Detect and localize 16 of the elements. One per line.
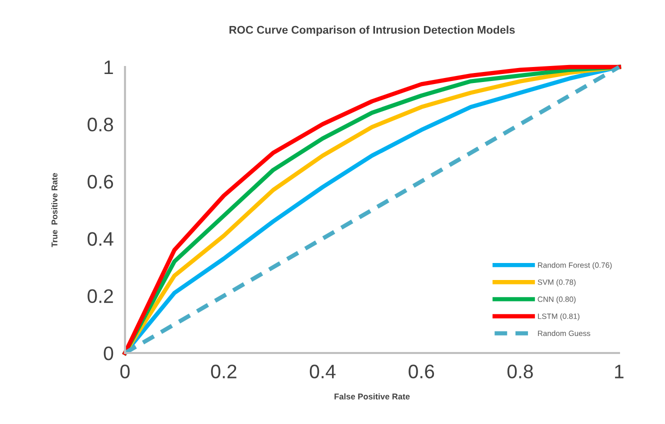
x-tick-label: 0.4 xyxy=(310,364,336,378)
x-tick-label: 0 xyxy=(120,364,130,378)
x-axis-title: False Positive Rate xyxy=(334,393,410,400)
x-tick-label: 0.2 xyxy=(211,364,236,378)
chart-title: ROC Curve Comparison of Intrusion Detection Models xyxy=(230,26,515,36)
line-series xyxy=(122,64,622,356)
y-tick-label: 0.4 xyxy=(88,232,114,246)
y-tick-label: 1 xyxy=(104,60,113,74)
y-tick-label: 0.2 xyxy=(88,289,113,304)
x-tick-label: 0.8 xyxy=(507,364,533,378)
x-tick-label: 1 xyxy=(615,364,624,378)
y-tick-label: 0 xyxy=(104,346,114,360)
y-tick-label: 0.8 xyxy=(88,118,114,132)
y-axis-title: True Positive Rate xyxy=(51,173,58,248)
x-tick-label: 0.6 xyxy=(408,364,434,378)
y-tick-label: 0.6 xyxy=(88,174,114,189)
